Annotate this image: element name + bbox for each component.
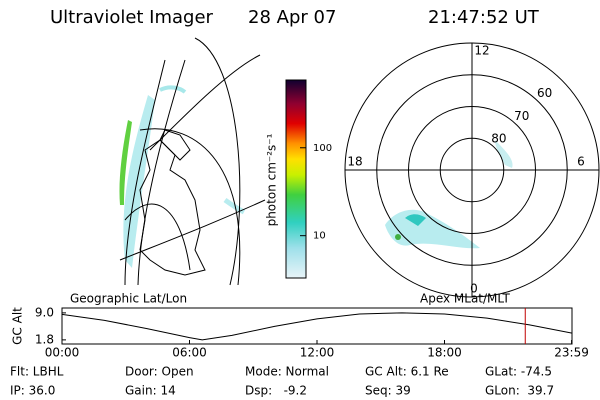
info-field: IP: 36.0	[10, 384, 55, 398]
y-tick-label: 9.0	[35, 305, 54, 319]
info-field: Flt: LBHL	[10, 365, 64, 379]
info-field: GC Alt: 6.1 Re	[365, 365, 449, 379]
right-label: Apex MLat/MLT	[420, 292, 510, 306]
polar-image	[385, 140, 513, 249]
mlt-label: 6	[577, 155, 585, 169]
info-field: Gain: 14	[125, 384, 176, 398]
info-field: Seq: 39	[365, 384, 411, 398]
lat-label: 80	[491, 132, 506, 146]
title: Ultraviolet Imager	[50, 7, 214, 28]
colorbar-tick-label: 10	[313, 231, 326, 242]
altitude-line	[61, 312, 573, 341]
mlt-label: 0	[470, 282, 478, 296]
lat-label: 70	[514, 109, 529, 123]
colorbar-label: photon cm⁻²s⁻¹	[265, 133, 279, 226]
y-axis-label: GC Alt	[11, 307, 25, 345]
info-field: GLat: -74.5	[485, 365, 552, 379]
colorbar-tick-label: 100	[313, 143, 332, 154]
globe-image	[119, 37, 266, 286]
info-field: Dsp: -9.2	[245, 384, 307, 398]
info-field: GLon: 39.7	[485, 384, 554, 398]
colorbar	[285, 79, 307, 279]
date: 28 Apr 07	[248, 7, 336, 28]
lat-label: 60	[537, 86, 552, 100]
y-tick-label: 1.8	[35, 332, 54, 346]
left-label: Geographic Lat/Lon	[70, 292, 187, 306]
mlt-label: 12	[474, 44, 489, 58]
info-field: Mode: Normal	[245, 365, 329, 379]
mlt-label: 18	[347, 155, 362, 169]
x-tick-label: 12:00	[300, 346, 335, 360]
x-tick-label: 23:59	[554, 346, 589, 360]
x-tick-label: 00:00	[45, 346, 80, 360]
x-tick-label: 06:00	[172, 346, 207, 360]
x-tick-label: 18:00	[427, 346, 462, 360]
info-field: Door: Open	[125, 365, 194, 379]
time: 21:47:52 UT	[428, 7, 540, 28]
